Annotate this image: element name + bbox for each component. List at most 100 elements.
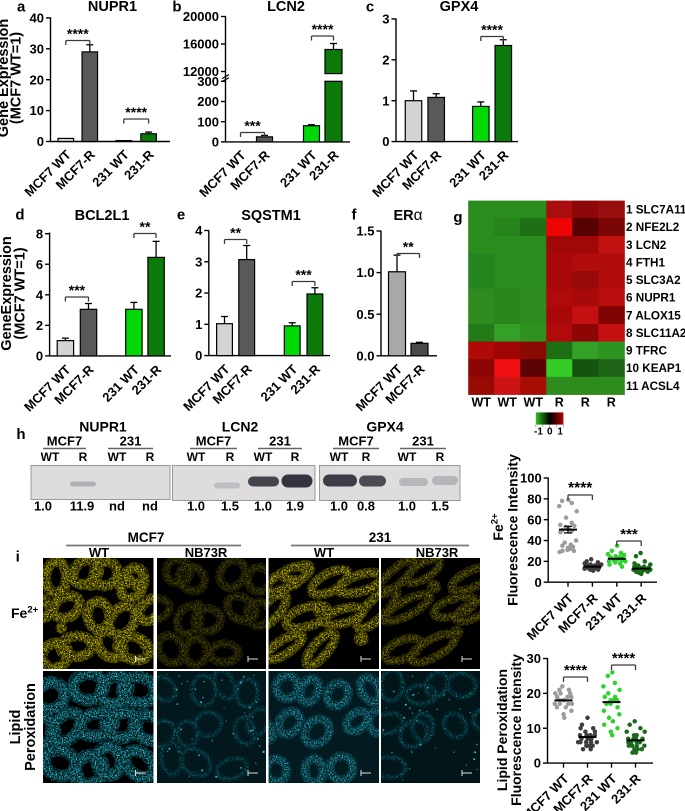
svg-text:MCF7: MCF7 [196, 434, 231, 449]
svg-text:****: **** [67, 26, 89, 42]
svg-text:4 FTH1: 4 FTH1 [626, 256, 665, 269]
svg-text:h: h [16, 426, 25, 443]
svg-text:2: 2 [382, 52, 389, 67]
svg-text:7 ALOX15: 7 ALOX15 [626, 309, 681, 322]
svg-text:(MCF7 WT=1): (MCF7 WT=1) [13, 247, 29, 339]
svg-text:8 SLC11A2: 8 SLC11A2 [626, 327, 685, 340]
svg-text:2 NFE2L2: 2 NFE2L2 [626, 221, 680, 234]
svg-text:1 SLC7A11: 1 SLC7A11 [626, 204, 685, 217]
svg-text:WT: WT [471, 396, 491, 410]
svg-text:0: 0 [195, 348, 202, 363]
svg-text:WT: WT [187, 450, 206, 464]
svg-text:1: 1 [557, 427, 563, 438]
svg-text:g: g [453, 209, 462, 226]
svg-text:3 LCN2: 3 LCN2 [626, 239, 667, 252]
svg-text:1: 1 [195, 317, 202, 332]
svg-text:nd: nd [109, 499, 125, 514]
svg-text:WT: WT [398, 450, 417, 464]
svg-text:231: 231 [369, 530, 392, 545]
svg-text:WT: WT [254, 450, 273, 464]
svg-text:WT: WT [498, 396, 518, 410]
svg-text:0: 0 [37, 134, 44, 149]
svg-text:Fluorescence Intensity: Fluorescence Intensity [508, 654, 524, 806]
svg-text:231-R: 231-R [121, 147, 157, 183]
svg-text:****: **** [312, 21, 334, 37]
svg-text:20: 20 [30, 72, 44, 87]
svg-text:R: R [79, 450, 88, 464]
svg-text:Gene Expression: Gene Expression [0, 19, 12, 137]
svg-text:WT: WT [89, 545, 109, 560]
svg-text:0: 0 [534, 575, 541, 590]
svg-text:Lipid: Lipid [8, 710, 24, 745]
svg-text:c: c [366, 0, 374, 16]
svg-text:100: 100 [520, 471, 542, 486]
svg-text:8: 8 [36, 226, 43, 241]
svg-text:a: a [17, 0, 26, 16]
svg-text:R: R [146, 450, 155, 464]
svg-text:20: 20 [527, 686, 541, 701]
svg-text:MCF7: MCF7 [47, 434, 82, 449]
svg-text:16000: 16000 [183, 37, 219, 52]
svg-text:WT: WT [524, 396, 544, 410]
svg-text:1.0: 1.0 [34, 499, 52, 514]
svg-text:****: **** [481, 22, 503, 38]
svg-text:0.0: 0.0 [356, 348, 374, 363]
svg-text:9 TFRC: 9 TFRC [626, 345, 667, 358]
svg-text:R: R [291, 450, 300, 464]
svg-text:-1: -1 [534, 427, 543, 438]
svg-text:WT: WT [330, 450, 349, 464]
svg-text:0: 0 [36, 349, 43, 364]
svg-text:***: *** [69, 282, 86, 298]
svg-text:NB73R: NB73R [185, 545, 228, 560]
svg-text:d: d [15, 207, 24, 224]
svg-text:WT: WT [314, 545, 334, 560]
svg-text:231: 231 [269, 434, 291, 449]
svg-text:NB73R: NB73R [416, 545, 459, 560]
svg-text:2: 2 [36, 318, 43, 333]
svg-text:6: 6 [36, 257, 43, 272]
svg-text:****: **** [568, 480, 593, 497]
svg-text:****: **** [125, 104, 147, 120]
svg-text:1.0: 1.0 [187, 499, 205, 514]
svg-text:ERα: ERα [393, 207, 422, 224]
svg-text:4: 4 [195, 223, 203, 238]
svg-text:1.0: 1.0 [398, 499, 416, 514]
svg-text:0.8: 0.8 [357, 499, 375, 514]
svg-text:1: 1 [382, 93, 389, 108]
svg-text:R: R [436, 450, 445, 464]
svg-text:20: 20 [527, 554, 541, 569]
svg-text:231: 231 [412, 434, 434, 449]
svg-text:GeneExpression: GeneExpression [0, 236, 15, 350]
svg-text:0.5: 0.5 [356, 307, 374, 322]
svg-text:BCL2L1: BCL2L1 [75, 208, 130, 224]
svg-text:****: **** [564, 662, 588, 679]
svg-text:LCN2: LCN2 [267, 0, 305, 15]
svg-text:**: ** [403, 239, 414, 255]
svg-text:200: 200 [197, 94, 219, 109]
svg-text:NUPR1: NUPR1 [88, 0, 137, 15]
svg-text:10: 10 [527, 721, 541, 736]
svg-text:***: *** [620, 526, 638, 543]
svg-text:***: *** [295, 267, 312, 283]
svg-text:e: e [177, 207, 185, 224]
svg-text:1.5: 1.5 [356, 224, 374, 239]
svg-text:SQSTM1: SQSTM1 [241, 208, 301, 224]
svg-text:40: 40 [30, 11, 44, 26]
svg-text:80: 80 [527, 491, 541, 506]
svg-text:231: 231 [120, 434, 142, 449]
svg-text:1.0: 1.0 [356, 265, 374, 280]
svg-text:f: f [352, 207, 358, 224]
svg-text:10 KEAP1: 10 KEAP1 [626, 362, 682, 375]
svg-text:Lipid Peroxidation: Lipid Peroxidation [494, 669, 510, 791]
svg-text:2: 2 [195, 286, 202, 301]
svg-text:MCF7: MCF7 [128, 530, 165, 545]
svg-text:Peroxidation: Peroxidation [23, 683, 39, 771]
svg-text:nd: nd [142, 499, 158, 514]
svg-text:40: 40 [527, 533, 541, 548]
svg-text:****: **** [612, 650, 636, 667]
svg-text:0: 0 [382, 134, 389, 149]
svg-text:WT: WT [108, 450, 127, 464]
svg-text:(MCF7 WT=1): (MCF7 WT=1) [9, 32, 25, 124]
svg-text:0: 0 [547, 427, 553, 438]
svg-text:LCN2: LCN2 [222, 419, 259, 435]
